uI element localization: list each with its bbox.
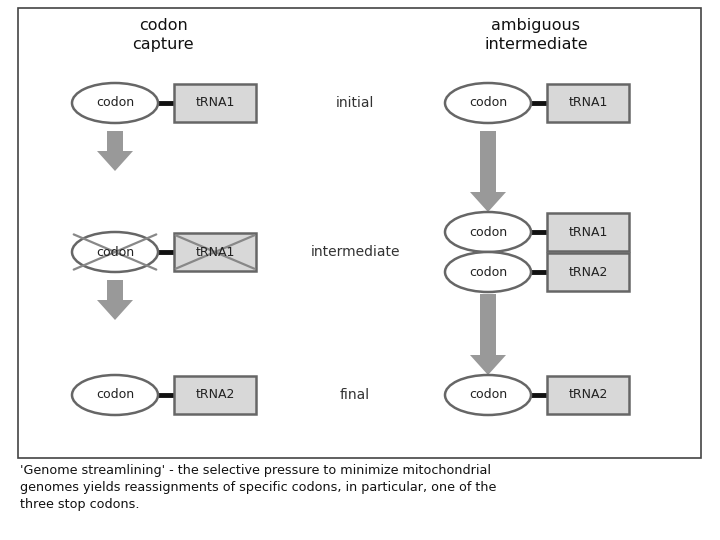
Polygon shape [97,151,133,171]
Text: tRNA1: tRNA1 [195,246,235,259]
Text: codon: codon [469,226,507,239]
Bar [547,84,629,122]
Polygon shape [470,355,506,375]
Text: codon
capture: codon capture [132,18,194,52]
Polygon shape [107,280,123,300]
Text: tRNA2: tRNA2 [568,388,608,402]
Text: final: final [340,388,370,402]
Text: tRNA1: tRNA1 [568,97,608,110]
Text: codon: codon [96,97,134,110]
Bar [174,233,256,271]
Polygon shape [107,131,123,151]
Ellipse shape [72,232,158,272]
Text: 'Genome streamlining' - the selective pressure to minimize mitochondrial
genomes: 'Genome streamlining' - the selective pr… [20,464,496,511]
Bar [18,8,701,458]
Polygon shape [480,131,496,192]
Ellipse shape [72,375,158,415]
Text: tRNA1: tRNA1 [568,226,608,239]
Text: codon: codon [469,97,507,110]
Text: tRNA1: tRNA1 [195,97,235,110]
Text: codon: codon [469,266,507,279]
Polygon shape [97,300,133,320]
Text: tRNA2: tRNA2 [568,266,608,279]
Text: codon: codon [96,246,134,259]
Text: ambiguous
intermediate: ambiguous intermediate [484,18,588,52]
Bar [547,376,629,414]
Bar [547,253,629,291]
Ellipse shape [445,375,531,415]
Bar [174,84,256,122]
Bar [174,376,256,414]
Text: codon: codon [469,388,507,402]
Text: codon: codon [96,388,134,402]
Text: initial: initial [336,96,374,110]
Text: intermediate: intermediate [310,245,400,259]
Ellipse shape [445,83,531,123]
Ellipse shape [445,252,531,292]
Text: tRNA2: tRNA2 [195,388,235,402]
Ellipse shape [445,212,531,252]
Ellipse shape [72,83,158,123]
Polygon shape [480,294,496,355]
Polygon shape [470,192,506,212]
Bar [547,213,629,251]
